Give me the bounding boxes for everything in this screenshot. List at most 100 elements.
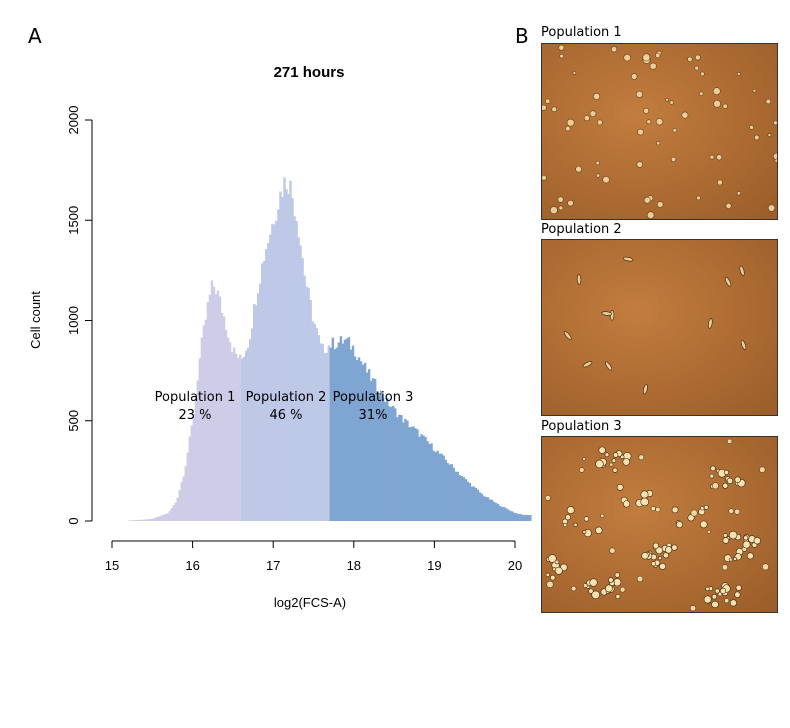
histogram-bar — [430, 443, 433, 521]
histogram-bar — [384, 402, 387, 521]
histogram-bar — [496, 503, 500, 521]
y-tick-label: 500 — [66, 410, 81, 432]
population-labels: Population 1 23 % Population 2 46 % Populati… — [155, 390, 414, 423]
histogram-bar — [382, 398, 385, 521]
histogram-bar — [279, 191, 282, 522]
histogram-bar — [386, 397, 389, 521]
histogram-bar — [220, 312, 224, 521]
histogram-bar — [148, 519, 151, 521]
histogram-bar — [444, 459, 447, 521]
histogram-bar — [166, 513, 169, 521]
histogram-bar — [196, 380, 200, 521]
histogram-bar — [357, 357, 361, 521]
histogram-bar — [257, 293, 260, 521]
histogram-bar — [293, 216, 296, 521]
histogram-bar — [176, 497, 179, 521]
histogram-bar — [283, 177, 286, 521]
population-percent: 46 % — [269, 408, 302, 423]
histogram-bar — [234, 353, 238, 521]
histogram-bar — [210, 280, 214, 521]
histogram-bar — [339, 336, 343, 521]
histogram-bar — [365, 372, 369, 521]
histogram-bar — [517, 513, 520, 521]
histogram-bar — [319, 343, 322, 521]
histogram-bar — [512, 512, 516, 521]
histogram-bar — [527, 515, 530, 521]
histogram-bar — [515, 513, 518, 521]
panel-a-label: A — [28, 24, 42, 48]
histogram-bar — [247, 347, 250, 521]
histogram-bar — [317, 335, 320, 521]
histogram-bar — [416, 429, 419, 521]
chart-title: 271 hours — [274, 64, 345, 81]
histogram-bar — [418, 436, 421, 521]
histogram-bar — [392, 405, 395, 521]
population-label: Population 1 — [155, 390, 236, 405]
histogram-bar — [420, 434, 423, 521]
histogram-bar — [394, 408, 397, 521]
histogram-bar — [154, 517, 157, 521]
histogram-bar — [170, 508, 173, 521]
histogram-bar — [158, 516, 161, 521]
histogram-bar — [275, 220, 278, 521]
histogram-bar — [222, 316, 226, 521]
histogram-bar — [212, 286, 216, 521]
histogram-bar — [202, 325, 206, 521]
histogram-bar — [456, 471, 459, 521]
x-tick-label: 15 — [105, 558, 119, 573]
histogram-bar — [164, 514, 167, 521]
histogram-bar — [277, 209, 280, 521]
histogram-bar — [309, 300, 312, 521]
histogram-bar — [138, 519, 141, 521]
micrograph-2-label: Population 2 — [541, 222, 622, 237]
histogram-bar — [160, 515, 163, 521]
histogram-bar — [242, 356, 246, 521]
histogram-bar — [502, 507, 506, 521]
histogram-bar — [422, 435, 425, 521]
histogram-bar — [367, 369, 371, 521]
histogram-bar — [299, 245, 302, 521]
histogram-bar — [494, 502, 498, 521]
histogram-bar — [232, 347, 236, 521]
histogram-bar — [253, 303, 256, 521]
histogram-bar — [353, 356, 357, 521]
histogram-bar — [297, 237, 300, 522]
micrograph-population-3 — [541, 436, 778, 613]
histogram-chart: 271 hours Population 1 23 % Population 2 46… — [28, 64, 532, 610]
histogram-bar — [180, 482, 183, 521]
histogram-bar — [466, 481, 470, 521]
histogram-bar — [400, 415, 403, 521]
histogram-bar — [228, 342, 232, 521]
histogram-bar — [291, 198, 294, 521]
histogram-bar — [144, 519, 147, 521]
histogram-bar — [152, 518, 155, 521]
histogram-bar — [265, 249, 268, 521]
x-tick-label: 17 — [266, 558, 280, 573]
histogram-bar — [464, 479, 468, 521]
histogram-bar — [313, 323, 316, 521]
histogram-bar — [244, 350, 248, 521]
histogram-bar — [200, 337, 204, 521]
population-percent: 31% — [359, 408, 388, 423]
histogram-bar — [236, 358, 240, 521]
histogram-bar — [402, 422, 405, 521]
histogram-bar — [373, 378, 377, 521]
histogram-bar — [480, 493, 484, 521]
histogram-bar — [192, 413, 196, 521]
histogram-bar — [238, 354, 242, 521]
histogram-bar — [468, 483, 472, 521]
histogram-bar — [174, 502, 177, 521]
histogram-bar — [454, 471, 457, 521]
histogram-bar — [259, 283, 262, 521]
histogram-bar — [438, 453, 441, 521]
histogram-bar — [186, 452, 189, 521]
histogram-bar — [436, 450, 439, 521]
histogram-bar — [486, 497, 490, 521]
y-tick-label: 0 — [66, 517, 81, 524]
histogram-bar — [347, 337, 351, 521]
histogram-bar — [504, 508, 508, 521]
histogram-bar — [224, 329, 228, 521]
histogram-bar — [349, 349, 353, 521]
histogram-bar — [333, 349, 337, 521]
histogram-bars — [128, 177, 532, 522]
